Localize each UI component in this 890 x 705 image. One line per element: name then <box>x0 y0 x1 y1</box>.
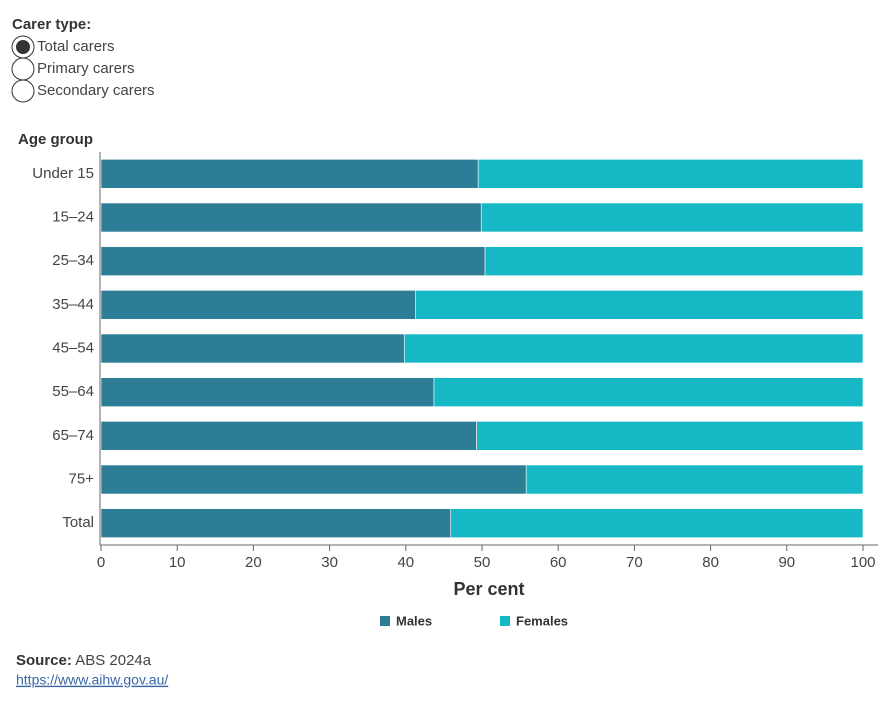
bar-segment <box>476 421 864 451</box>
bar-segment <box>415 290 864 320</box>
source-text: ABS 2024a <box>75 652 152 669</box>
bar-segment <box>100 508 452 538</box>
x-tick-label: 50 <box>474 554 491 571</box>
x-tick-label: 60 <box>550 554 567 571</box>
bar-segment <box>100 290 417 320</box>
radio-dot[interactable] <box>16 40 30 54</box>
y-tick-label: 65–74 <box>52 427 94 444</box>
bar-segment <box>484 246 864 276</box>
x-tick-label: 10 <box>169 554 186 571</box>
source: Source: ABS 2024a <box>16 652 152 669</box>
y-tick-label: Total <box>62 514 94 531</box>
radio-label[interactable]: Primary carers <box>37 60 135 77</box>
legend-swatch <box>380 616 390 626</box>
bar-segment <box>433 377 864 407</box>
bar-segment <box>525 464 864 495</box>
y-tick-label: 35–44 <box>52 296 94 313</box>
y-tick-label: 15–24 <box>52 208 94 225</box>
x-tick-label: 80 <box>702 554 719 571</box>
source-link-text[interactable]: https://www.aihw.gov.au/ <box>16 672 168 688</box>
bar-segment <box>100 333 405 364</box>
x-tick-label: 100 <box>850 554 875 571</box>
source-label: Source: <box>16 652 72 669</box>
y-tick-label: 25–34 <box>52 252 94 269</box>
x-tick-label: 20 <box>245 554 262 571</box>
y-axis-title: Age group <box>18 131 93 148</box>
radio-button[interactable] <box>11 57 35 81</box>
bar-segment <box>100 246 486 276</box>
legend-label: Females <box>516 613 568 628</box>
y-tick-label: 75+ <box>69 470 95 487</box>
radio-label[interactable]: Total carers <box>37 38 115 55</box>
radio-label[interactable]: Secondary carers <box>37 82 155 99</box>
bar-segment <box>100 202 482 233</box>
bar-segment <box>100 421 477 451</box>
bar-segment <box>100 464 527 495</box>
y-tick-label: 45–54 <box>52 339 94 356</box>
bar-segment <box>450 508 864 538</box>
bar-segment <box>403 333 864 364</box>
x-tick-label: 30 <box>321 554 338 571</box>
y-tick-label: Under 15 <box>32 165 94 182</box>
x-tick-label: 90 <box>778 554 795 571</box>
control-label: Carer type: <box>12 16 91 33</box>
x-tick-label: 0 <box>97 554 105 571</box>
x-axis-title: Per cent <box>453 579 524 599</box>
bar-segment <box>100 159 479 189</box>
legend-swatch <box>500 616 510 626</box>
legend-label: Males <box>396 613 432 628</box>
x-tick-label: 70 <box>626 554 643 571</box>
bar-segment <box>480 202 864 233</box>
bar-segment <box>100 377 435 407</box>
source-link[interactable]: https://www.aihw.gov.au/ <box>16 672 168 688</box>
radio-button[interactable] <box>11 79 35 103</box>
bar-segment <box>477 159 864 189</box>
x-tick-label: 40 <box>397 554 414 571</box>
y-tick-label: 55–64 <box>52 383 94 400</box>
